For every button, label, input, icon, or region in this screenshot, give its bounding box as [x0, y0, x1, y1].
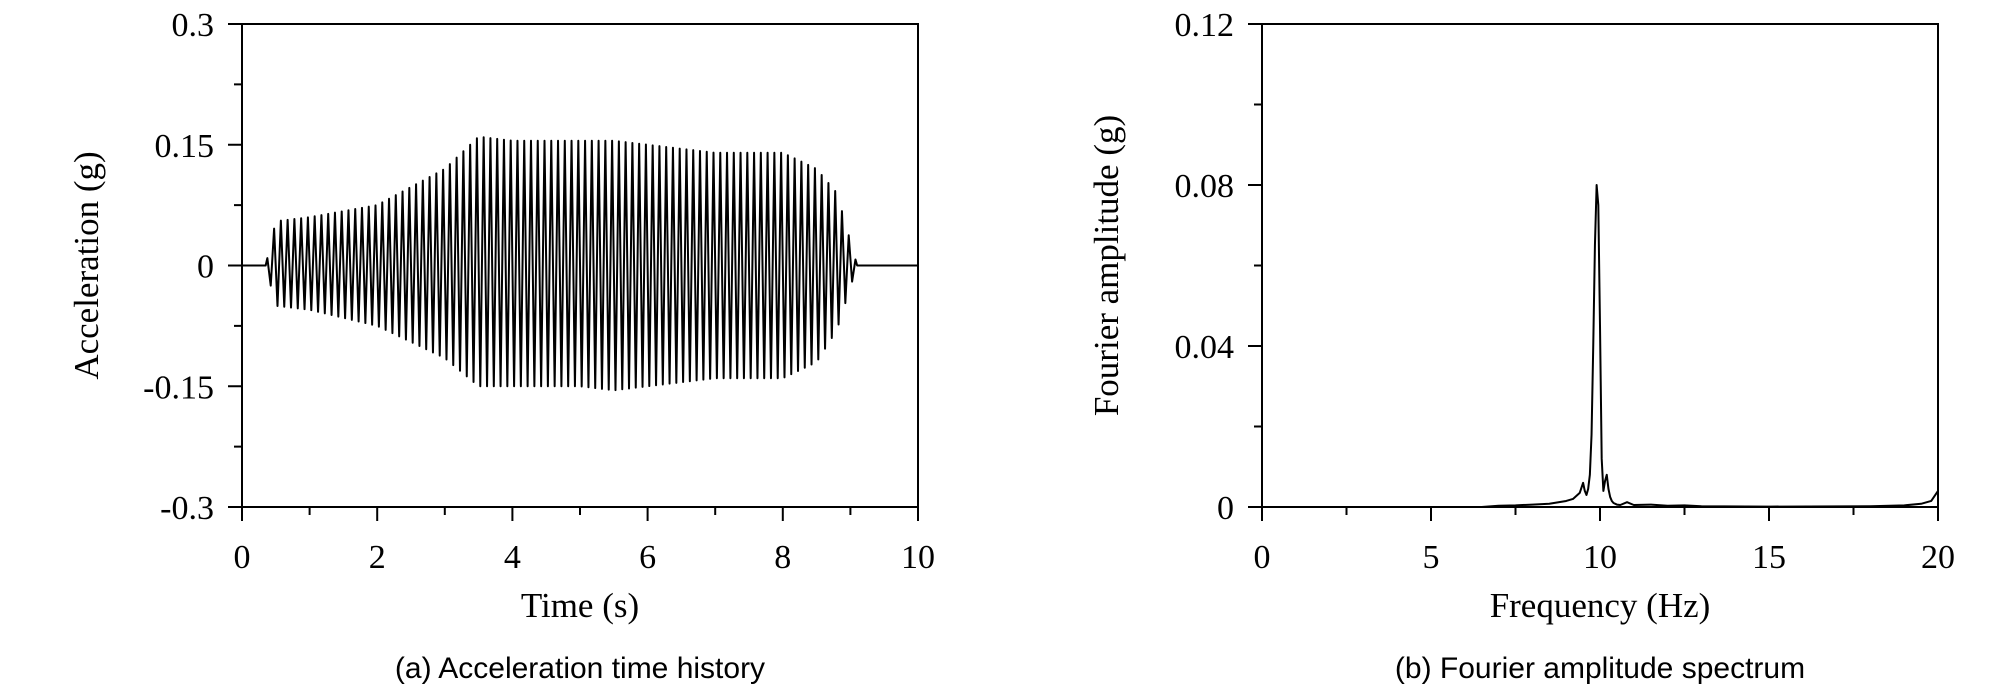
y-tick-label: 0.15: [155, 128, 215, 165]
y-tick-label: 0.08: [1175, 168, 1235, 205]
y-tick-label: -0.15: [143, 369, 214, 406]
x-tick-label: 0: [1254, 539, 1271, 576]
x-tick-label: 8: [774, 539, 791, 576]
y-tick-label: 0: [1217, 490, 1234, 527]
chart-caption: (b) Fourier amplitude spectrum: [1395, 652, 1805, 685]
x-tick-label: 0: [234, 539, 251, 576]
y-tick-label: 0.12: [1175, 7, 1235, 44]
x-axis-label: Frequency (Hz): [1490, 586, 1711, 625]
x-tick-label: 10: [1583, 539, 1617, 576]
chart-caption: (a) Acceleration time history: [395, 652, 765, 685]
y-tick-label: 0.04: [1175, 329, 1235, 366]
x-tick-label: 10: [901, 539, 935, 576]
y-tick-label: 0.3: [172, 7, 215, 44]
y-axis-label: Fourier amplitude (g): [1087, 115, 1126, 416]
x-tick-label: 5: [1423, 539, 1440, 576]
x-tick-label: 4: [504, 539, 521, 576]
x-tick-label: 2: [369, 539, 386, 576]
x-tick-label: 15: [1752, 539, 1786, 576]
y-tick-label: -0.3: [160, 490, 214, 527]
data-line: [1262, 184, 1939, 508]
x-axis-label: Time (s): [521, 586, 639, 625]
x-tick-label: 6: [639, 539, 656, 576]
data-line: [242, 136, 918, 392]
y-tick-label: 0: [197, 249, 214, 286]
chart-fourier-amplitude-spectrum: 0 5 10 15 20 0 0.04 0.08 0.12 Frequency (Hz) Fouri…: [1087, 7, 1955, 685]
y-axis-label: Acceleration (g): [67, 151, 106, 379]
x-tick-label: 20: [1921, 539, 1955, 576]
chart-acceleration-time-history: 0 2 4 6 8 10 -0.3 -0.15 0 0.15 0.3 Time (s) Accelera…: [67, 7, 935, 685]
